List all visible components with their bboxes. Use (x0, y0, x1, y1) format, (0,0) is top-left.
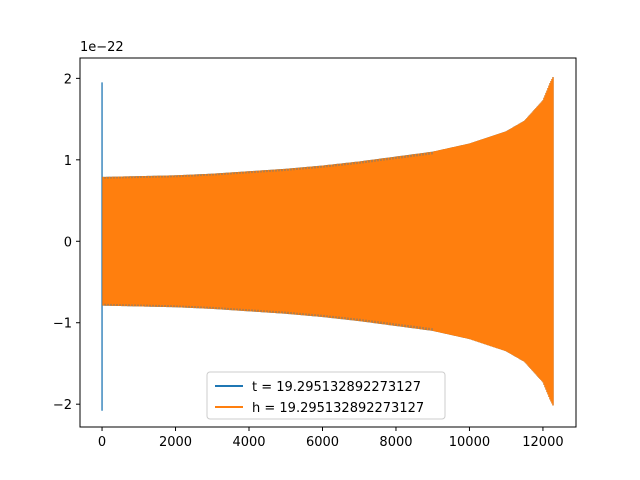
y-tick-label: −1 (53, 317, 72, 332)
x-tick-label: 10000 (449, 435, 490, 450)
y-tick-label: 2 (64, 72, 72, 87)
legend: t = 19.295132892273127 h = 19.29513289227… (206, 371, 446, 420)
legend-label-1: h = 19.295132892273127 (252, 401, 424, 416)
x-tick-label: 0 (98, 435, 106, 450)
y-offset-label: 1e−22 (80, 40, 124, 55)
legend-box (206, 371, 446, 420)
x-tick-label: 4000 (232, 435, 265, 450)
x-tick-label: 12000 (522, 435, 563, 450)
plot-area (101, 77, 554, 411)
x-axis: 0 2000 4000 6000 8000 10000 12000 (98, 427, 564, 450)
x-tick-label: 8000 (379, 435, 412, 450)
x-tick-label: 2000 (159, 435, 192, 450)
y-tick-label: 0 (64, 235, 72, 250)
y-axis: −2 −1 0 1 2 (53, 72, 80, 413)
y-tick-label: −2 (53, 398, 72, 413)
y-tick-label: 1 (64, 154, 72, 169)
series-h-line (102, 77, 554, 406)
legend-label-0: t = 19.295132892273127 (252, 380, 421, 395)
x-tick-label: 6000 (306, 435, 339, 450)
axes-frame (79, 57, 577, 428)
